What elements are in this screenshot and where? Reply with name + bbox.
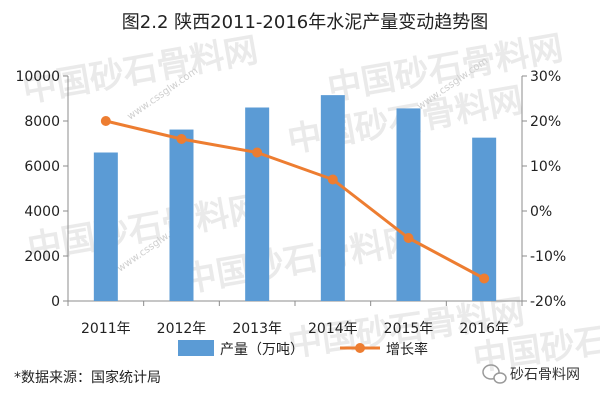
wechat-icon-bubble-small [493,372,507,384]
y-right-tick-label: -10% [530,249,566,265]
y-left-tick-label: 2000 [24,249,60,265]
y-left-tick-label: 4000 [24,204,60,220]
legend-swatch-bar [178,340,214,356]
y-left-tick-label: 0 [51,294,60,310]
bar [245,107,270,301]
x-tick-label: 2011年 [81,321,131,337]
bar [320,95,345,301]
bar [93,152,118,301]
legend: 产量（万吨） 增长率 [178,340,428,358]
x-tick-label: 2015年 [384,321,434,337]
plot-area: 0 2000 4000 6000 8000 10000 -20% -10% 0% 10% 20% 30… [15,69,566,337]
growth-line [105,119,485,280]
bar [169,129,194,301]
growth-point [100,116,111,126]
growth-point [479,273,490,284]
x-tick-label: 2016年 [459,321,509,337]
legend-label-line: 增长率 [386,341,428,358]
y-right-tick-label: 20% [530,114,561,130]
y-right-tick-label: 30% [530,69,561,85]
x-tick-label: 2012年 [157,321,207,337]
growth-point [176,134,187,144]
x-tick-label: 2014年 [308,321,358,337]
y-right-tick-label: -20% [530,294,566,310]
y-right-tick-label: 0% [530,204,552,220]
wechat-icon-bubble-large [482,364,500,380]
growth-point [327,174,338,185]
legend-swatch-marker [355,343,365,353]
legend-label-bar: 产量（万吨） [220,342,304,358]
brand-label: 砂石骨料网 [510,367,580,383]
y-left-tick-label: 8000 [24,114,60,130]
growth-point [403,233,414,243]
y-right-tick-label: 10% [530,159,561,175]
source-note: *数据来源：国家统计局 [14,369,161,386]
chart-title: 图2.2 陕西2011-2016年水泥产量变动趋势图 [122,12,488,33]
brand-badge: 砂石骨料网 [482,364,580,384]
wechat-icon [482,364,507,384]
bar [396,108,421,302]
y-left-tick-label: 10000 [15,69,60,85]
y-left-tick-label: 6000 [24,159,60,175]
x-tick-label: 2013年 [232,321,282,337]
growth-point [252,147,263,158]
